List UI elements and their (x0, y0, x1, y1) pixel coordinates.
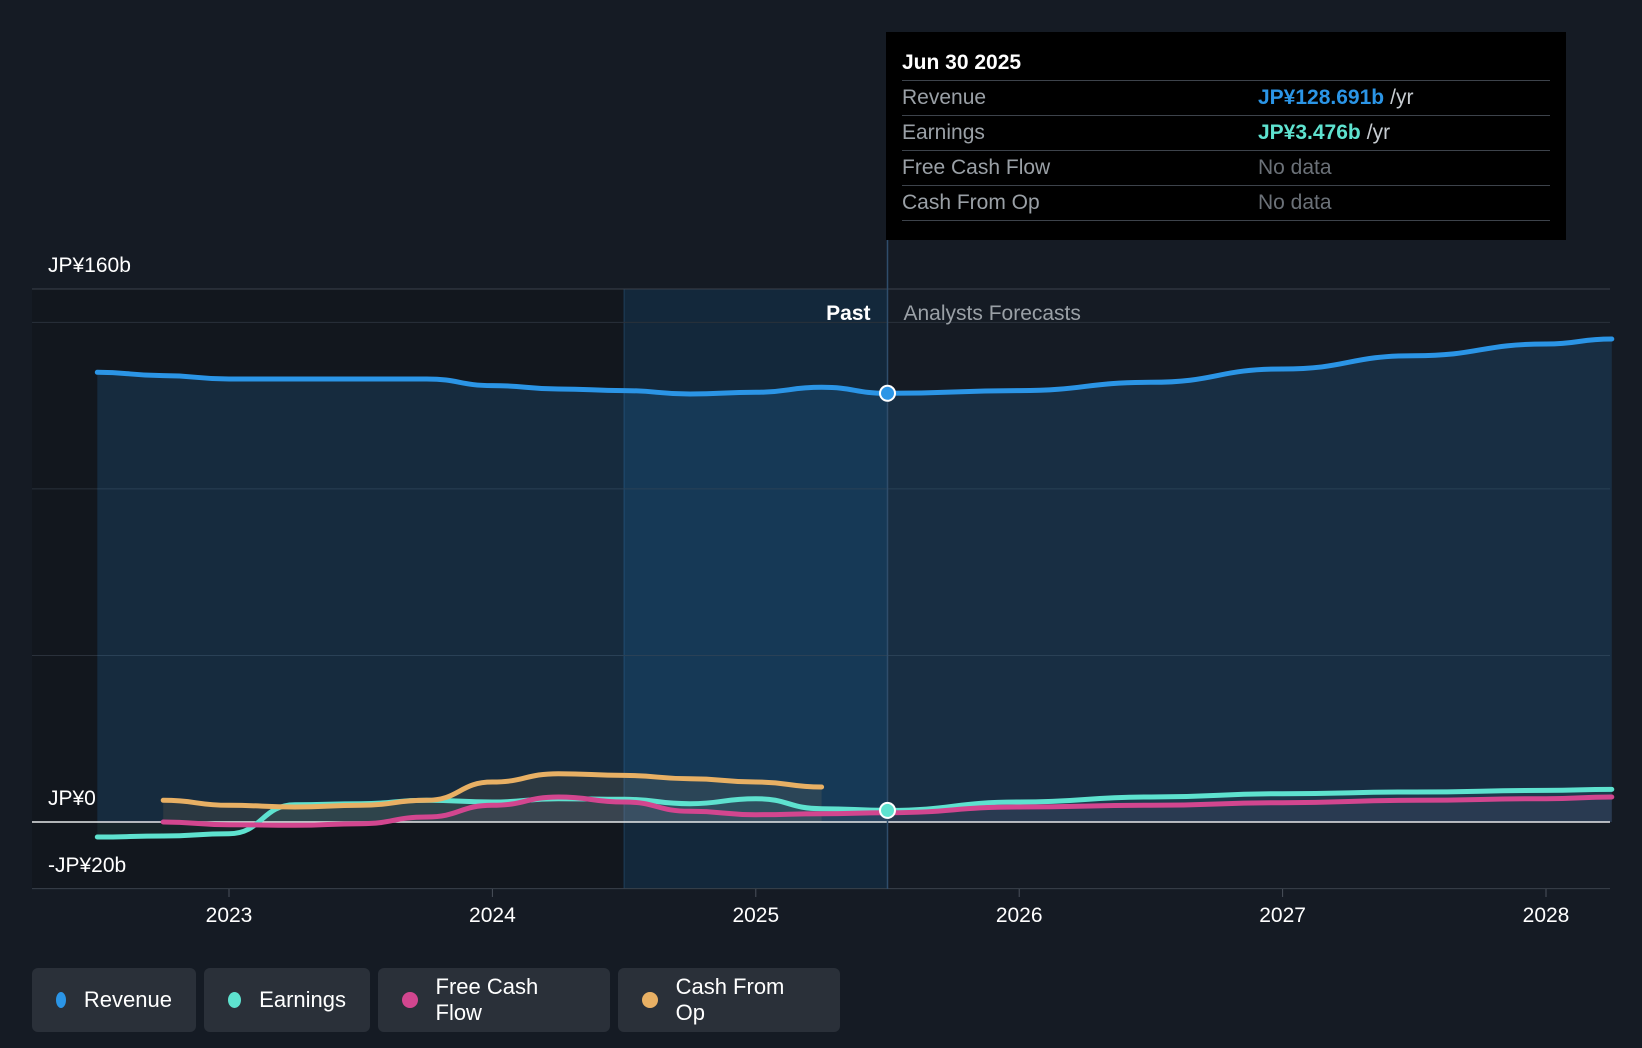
legend-label: Revenue (83, 987, 172, 1012)
free-cash-flow-line (160, 794, 1615, 828)
revenue-area (97, 339, 1612, 822)
tooltip-value: JP¥128.691b (1258, 86, 1385, 109)
tooltip-label: Earnings (902, 121, 985, 144)
forecast-label: Analysts Forecasts (904, 302, 1081, 325)
tooltip: Jun 30 2025 Revenue JP¥128.691b /yr Earn… (886, 32, 1566, 240)
tooltip-label: Revenue (902, 86, 987, 109)
x-axis-label: 2023 (206, 904, 253, 927)
tooltip-date: Jun 30 2025 (902, 46, 1550, 81)
tooltip-value: No data (1258, 191, 1332, 214)
x-axis-label: 2026 (996, 904, 1043, 927)
tooltip-value: No data (1258, 156, 1332, 179)
revenue-marker (879, 384, 896, 402)
x-axis-label: 2024 (469, 904, 516, 927)
legend-item-cash-from-op[interactable]: Cash From Op (618, 968, 840, 1032)
revenue-line (94, 336, 1615, 397)
tooltip-value: JP¥3.476b (1258, 121, 1361, 144)
legend-label: Earnings (259, 987, 346, 1012)
cash-from-op-line (160, 771, 825, 810)
x-axis-label: 2027 (1259, 904, 1306, 927)
tooltip-unit: /yr (1366, 121, 1391, 144)
tooltip-label: Cash From Op (902, 191, 1040, 214)
y-axis-label: JP¥160b (48, 254, 131, 277)
legend-dot-icon (402, 992, 418, 1008)
past-label: Past (826, 302, 870, 325)
legend-label: Cash From Op (675, 974, 785, 1025)
legend-item-free-cash-flow[interactable]: Free Cash Flow (378, 968, 610, 1032)
y-axis-label: -JP¥20b (48, 854, 126, 877)
legend-label: Free Cash Flow (435, 974, 539, 1025)
cash-from-op-area (163, 773, 822, 822)
tooltip-row-revenue: Revenue JP¥128.691b /yr (902, 81, 1550, 116)
tooltip-unit: /yr (1390, 86, 1414, 109)
tooltip-label: Free Cash Flow (902, 156, 1051, 179)
tooltip-row-earnings: Earnings JP¥3.476b /yr (902, 116, 1550, 151)
tooltip-row-free-cash-flow: Free Cash Flow No data (902, 151, 1550, 186)
legend-dot-icon (642, 992, 658, 1008)
x-axis-label: 2028 (1523, 904, 1570, 927)
legend-dot-icon (56, 992, 66, 1008)
y-axis-label: JP¥0 (48, 787, 96, 810)
x-axis-label: 2025 (732, 904, 779, 927)
legend-item-earnings[interactable]: Earnings (204, 968, 370, 1032)
legend-item-revenue[interactable]: Revenue (32, 968, 196, 1032)
legend-dot-icon (228, 992, 242, 1008)
earnings-marker (879, 801, 896, 819)
tooltip-row-cash-from-op: Cash From Op No data (902, 186, 1550, 221)
